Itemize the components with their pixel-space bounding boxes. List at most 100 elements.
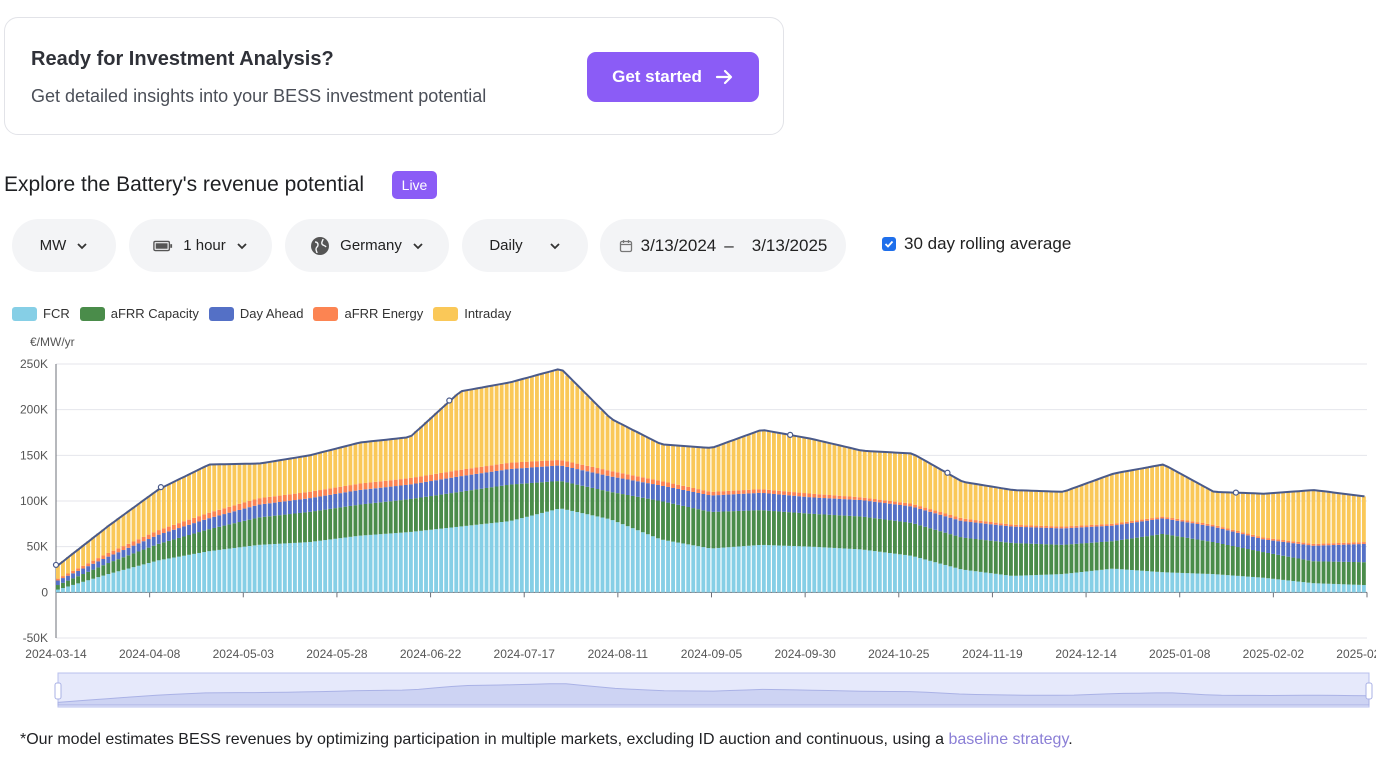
legend-item-day-ahead[interactable]: Day Ahead	[208, 306, 303, 321]
bar-segment-afrr-energy	[1210, 524, 1215, 527]
bar-segment-day-ahead	[983, 523, 988, 541]
bar-segment-afrr-energy	[832, 495, 837, 499]
bar-segment-fcr	[1356, 584, 1361, 593]
bar-segment-afrr-capacity	[358, 504, 363, 536]
bar-segment-intraday	[353, 443, 358, 485]
baseline-strategy-link[interactable]: baseline strategy	[948, 731, 1069, 748]
bar-segment-intraday	[1034, 490, 1039, 526]
bar-segment-afrr-capacity	[66, 580, 70, 587]
bar-segment-afrr-capacity	[96, 567, 101, 578]
bar-segment-day-ahead	[1256, 537, 1260, 552]
bar-segment-afrr-capacity	[378, 502, 383, 535]
bar-segment-afrr-energy	[353, 484, 358, 491]
bar-segment-fcr	[1054, 574, 1059, 593]
legend-item-fcr[interactable]: FCR	[12, 306, 70, 321]
bar-segment-afrr-energy	[1145, 518, 1149, 521]
bar-segment-afrr-energy	[171, 524, 176, 530]
get-started-button[interactable]: Get started	[587, 52, 759, 102]
bar-segment-intraday	[414, 431, 418, 478]
bar-segment-afrr-energy	[1064, 526, 1069, 529]
zoom-handle-left[interactable]	[54, 682, 62, 700]
resolution-select[interactable]: Daily	[462, 219, 588, 272]
bar-segment-afrr-energy	[887, 500, 892, 504]
bar-segment-afrr-capacity	[595, 489, 600, 517]
bar-segment-day-ahead	[358, 489, 363, 505]
country-select[interactable]: Germany	[285, 219, 449, 272]
bar-segment-afrr-capacity	[565, 482, 570, 510]
bar-segment-fcr	[237, 547, 242, 593]
bar-segment-day-ahead	[1276, 541, 1281, 555]
bar-segment-afrr-energy	[570, 462, 575, 469]
bar-segment-intraday	[933, 466, 938, 511]
bar-segment-afrr-energy	[1351, 542, 1356, 545]
bar-segment-day-ahead	[857, 499, 862, 517]
bar-segment-fcr	[111, 572, 116, 593]
bar-segment-day-ahead	[1094, 526, 1099, 543]
rolling-average-toggle[interactable]: 30 day rolling average	[882, 234, 1071, 254]
bar-segment-day-ahead	[716, 495, 721, 512]
bar-segment-afrr-energy	[1059, 526, 1064, 529]
bar-segment-intraday	[661, 444, 665, 482]
bar-segment-intraday	[66, 557, 70, 574]
bar-segment-afrr-capacity	[741, 510, 746, 547]
bar-segment-afrr-energy	[318, 490, 323, 497]
bar-segment-afrr-capacity	[1074, 543, 1079, 573]
bar-segment-day-ahead	[661, 485, 665, 502]
unit-select[interactable]: MW	[12, 219, 116, 272]
bar-segment-afrr-capacity	[1049, 544, 1054, 575]
bar-segment-day-ahead	[1326, 545, 1331, 562]
bar-segment-afrr-capacity	[1094, 542, 1099, 571]
bar-segment-intraday	[1079, 484, 1084, 526]
bar-segment-afrr-energy	[610, 471, 615, 477]
bar-segment-afrr-capacity	[1220, 544, 1225, 575]
bar-segment-afrr-capacity	[645, 498, 650, 535]
bar-segment-afrr-energy	[272, 496, 277, 503]
bar-segment-afrr-capacity	[171, 539, 176, 558]
bar-segment-fcr	[968, 570, 973, 593]
legend-item-intraday[interactable]: Intraday	[433, 306, 511, 321]
bar-segment-day-ahead	[1180, 521, 1185, 538]
legend-label: FCR	[43, 306, 70, 321]
date-range-picker[interactable]: 3/13/2024 – 3/13/2025	[600, 219, 846, 272]
bar-segment-afrr-capacity	[570, 483, 575, 511]
bar-segment-afrr-capacity	[222, 525, 227, 550]
bar-segment-fcr	[933, 562, 938, 593]
bar-segment-afrr-energy	[661, 481, 665, 486]
duration-select[interactable]: 1 hour	[129, 219, 272, 272]
bar-segment-intraday	[1135, 469, 1139, 521]
bar-segment-intraday	[1069, 488, 1074, 527]
bar-segment-afrr-energy	[202, 514, 207, 520]
rolling-average-checkbox[interactable]	[882, 237, 896, 251]
bar-segment-afrr-capacity	[287, 514, 292, 544]
bar-segment-afrr-capacity	[272, 515, 277, 544]
bar-segment-day-ahead	[1155, 519, 1160, 535]
bar-segment-afrr-capacity	[1200, 540, 1205, 574]
total-line-point	[157, 484, 164, 491]
bar-segment-afrr-capacity	[484, 487, 489, 524]
bar-segment-afrr-capacity	[696, 509, 701, 547]
bar-segment-day-ahead	[681, 489, 686, 506]
legend-item-afrr-capacity[interactable]: aFRR Capacity	[79, 306, 199, 321]
bar-segment-intraday	[847, 447, 852, 497]
zoom-handle-right[interactable]	[1365, 682, 1373, 700]
bar-segment-fcr	[1150, 571, 1155, 593]
bar-segment-intraday	[1049, 491, 1054, 527]
bar-segment-fcr	[424, 530, 428, 593]
total-line-point	[944, 469, 951, 476]
bar-segment-intraday	[1225, 492, 1230, 529]
bar-segment-fcr	[973, 571, 978, 593]
bar-segment-afrr-energy	[414, 477, 418, 484]
bar-segment-intraday	[207, 464, 212, 513]
bar-segment-intraday	[1160, 464, 1165, 517]
bar-segment-fcr	[736, 546, 741, 593]
bar-segment-afrr-capacity	[1190, 538, 1195, 574]
bar-segment-intraday	[605, 415, 610, 471]
legend-item-afrr-energy[interactable]: aFRR Energy	[313, 306, 423, 321]
bar-segment-day-ahead	[252, 505, 257, 519]
bar-segment-intraday	[635, 432, 640, 477]
bar-segment-fcr	[323, 540, 328, 593]
bar-segment-afrr-capacity	[661, 501, 665, 540]
bar-segment-afrr-energy	[146, 534, 151, 540]
bar-segment-fcr	[630, 528, 635, 593]
bar-segment-fcr	[777, 545, 781, 593]
